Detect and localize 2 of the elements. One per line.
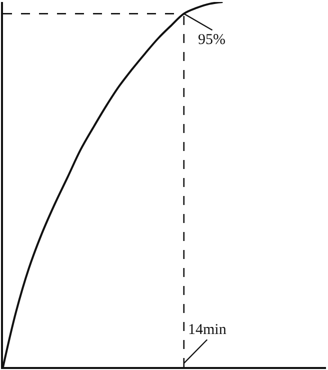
annotation: 14min xyxy=(188,322,227,338)
annotation: 95% xyxy=(198,32,226,48)
